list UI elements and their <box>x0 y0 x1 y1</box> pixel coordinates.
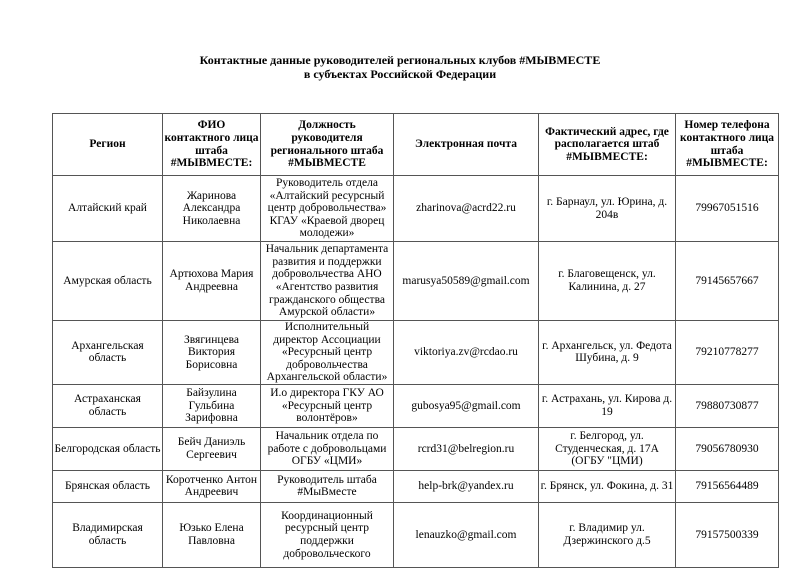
cell-name: Звягинцева Виктория Борисовна <box>162 320 261 385</box>
cell-region: Брянская область <box>52 469 163 503</box>
cell-name: Юзько Елена Павловна <box>162 501 261 568</box>
cell-address: г. Брянск, ул. Фокина, д. 31 <box>538 469 676 503</box>
cell-region: Архангельская область <box>52 320 163 385</box>
title-line-2: в субъектах Российской Федерации <box>303 67 497 81</box>
cell-name: Бейч Даниэль Сергеевич <box>162 426 261 471</box>
table-row: Белгородская область Бейч Даниэль Сергеев… <box>52 426 779 471</box>
table-row: Брянская область Коротченко Антон Андреев… <box>52 469 779 503</box>
cell-region: Алтайский край <box>52 175 163 242</box>
cell-region: Владимирская область <box>52 501 163 568</box>
header-region: Регион <box>52 113 163 176</box>
cell-address: г. Астрахань, ул. Кирова д. 19 <box>538 383 676 428</box>
cell-email: rcrd31@belregion.ru <box>393 426 539 471</box>
cell-email: lenauzko@gmail.com <box>393 501 539 568</box>
header-address: Фактический адрес, где располагается шта… <box>538 113 676 176</box>
cell-position: Исполнительный директор Ассоциации «Ресу… <box>260 320 394 385</box>
table-row: Архангельская область Звягинцева Виктория… <box>52 320 779 385</box>
cell-position: Координационный ресурсный центр поддержк… <box>260 501 394 568</box>
cell-address: г. Архангельск, ул. Федота Шубина, д. 9 <box>538 320 676 385</box>
document-title: Контактные данные руководителей регионал… <box>0 53 800 81</box>
header-name: ФИО контактного лица штаба #МЫВМЕСТЕ: <box>162 113 261 176</box>
cell-address: г. Благовещенск, ул. Калинина, д. 27 <box>538 241 676 321</box>
cell-email: marusya50589@gmail.com <box>393 241 539 321</box>
contacts-table: Регион ФИО контактного лица штаба #МЫВМЕ… <box>52 113 779 568</box>
table-row: Астраханская область Байзулина Гульбина З… <box>52 383 779 428</box>
cell-address: г. Владимир ул. Дзержинского д.5 <box>538 501 676 568</box>
cell-phone: 79145657667 <box>675 241 779 321</box>
cell-name: Байзулина Гульбина Зарифовна <box>162 383 261 428</box>
cell-phone: 79157500339 <box>675 501 779 568</box>
cell-email: viktoriya.zv@rcdao.ru <box>393 320 539 385</box>
title-line-1: Контактные данные руководителей регионал… <box>199 53 601 67</box>
cell-region: Белгородская область <box>52 426 163 471</box>
cell-position: Руководитель отдела «Алтайский ресурсный… <box>260 175 394 242</box>
header-phone: Номер телефона контактного лица штаба #М… <box>675 113 779 176</box>
cell-region: Амурская область <box>52 241 163 321</box>
cell-address: г. Белгород, ул. Студенческая, д. 17А (О… <box>538 426 676 471</box>
cell-position: И.о директора ГКУ АО «Ресурсный центр во… <box>260 383 394 428</box>
cell-phone: 79880730877 <box>675 383 779 428</box>
cell-address: г. Барнаул, ул. Юрина, д. 204в <box>538 175 676 242</box>
header-email: Электронная почта <box>393 113 539 176</box>
header-position: Должность руководителя регионального шта… <box>260 113 394 176</box>
cell-email: zharinova@acrd22.ru <box>393 175 539 242</box>
cell-name: Артюхова Мария Андреевна <box>162 241 261 321</box>
cell-phone: 79156564489 <box>675 469 779 503</box>
cell-name: Жаринова Александра Николаевна <box>162 175 261 242</box>
table-row: Амурская область Артюхова Мария Андреевна… <box>52 241 779 321</box>
table-row: Алтайский край Жаринова Александра Никола… <box>52 175 779 242</box>
table-header-row: Регион ФИО контактного лица штаба #МЫВМЕ… <box>52 113 779 176</box>
cell-email: help-brk@yandex.ru <box>393 469 539 503</box>
cell-email: gubosya95@gmail.com <box>393 383 539 428</box>
cell-region: Астраханская область <box>52 383 163 428</box>
cell-phone: 79967051516 <box>675 175 779 242</box>
cell-position: Начальник отдела по работе с добровольца… <box>260 426 394 471</box>
cell-position: Начальник департамента развития и поддер… <box>260 241 394 321</box>
cell-name: Коротченко Антон Андреевич <box>162 469 261 503</box>
cell-phone: 79210778277 <box>675 320 779 385</box>
cell-phone: 79056780930 <box>675 426 779 471</box>
table-row: Владимирская область Юзько Елена Павловна… <box>52 501 779 568</box>
cell-position: Руководитель штаба #МыВместе <box>260 469 394 503</box>
